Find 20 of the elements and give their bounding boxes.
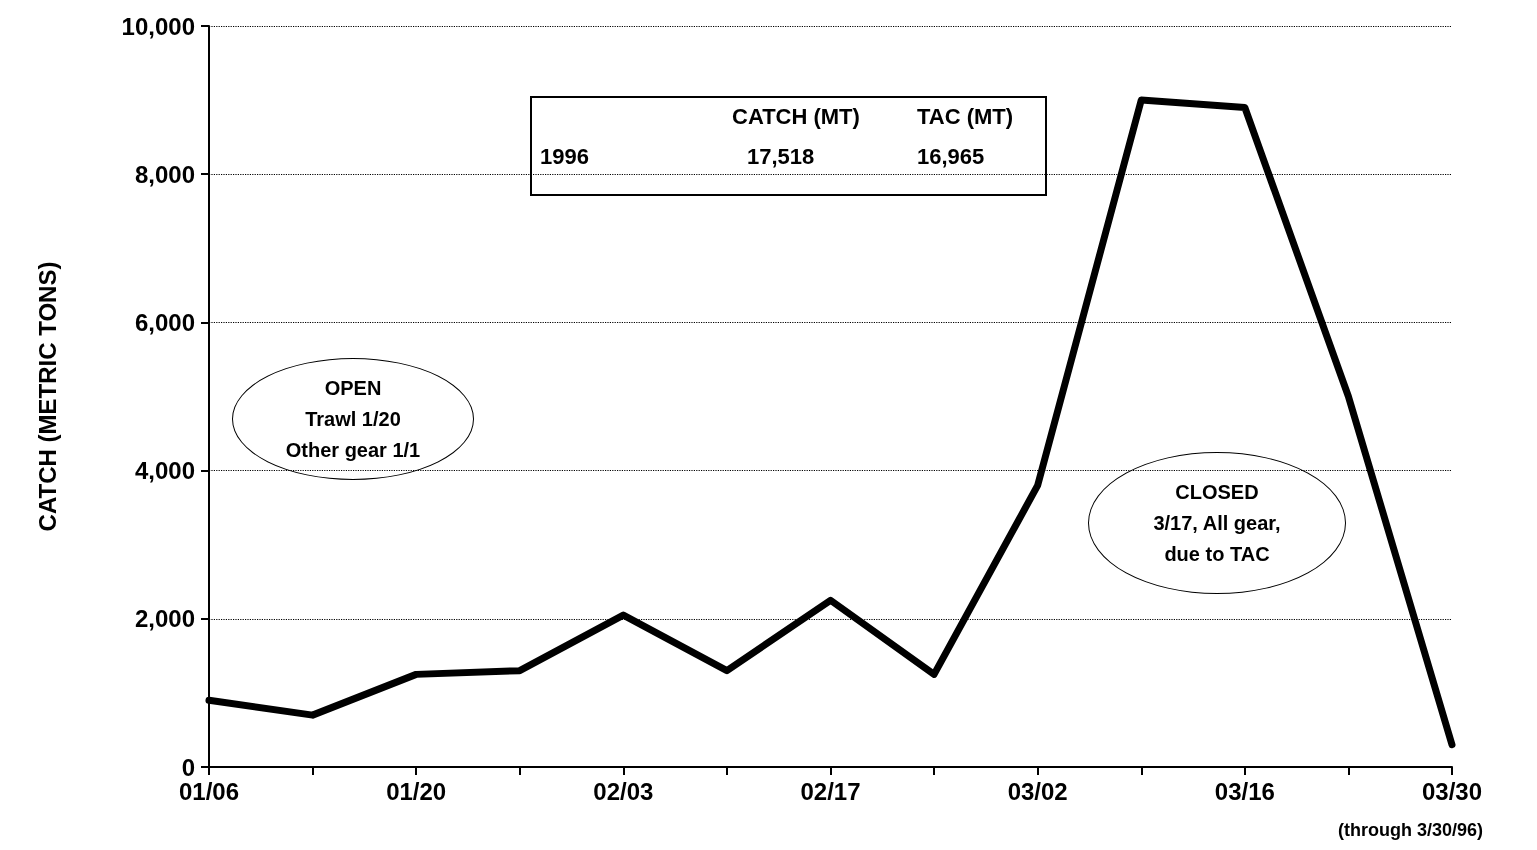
annotation: 17,518: [747, 143, 815, 171]
annotation: CATCH (MT): [732, 103, 860, 131]
y-tick-label: 8,000: [134, 160, 195, 188]
x-tick-label: 02/17: [800, 777, 861, 805]
y-tick-label: 4,000: [134, 457, 195, 485]
y-tick-label: 6,000: [134, 308, 195, 336]
annotation: CLOSED 3/17, All gear, due to TAC: [1153, 479, 1281, 567]
annotation: OPEN Trawl 1/20 Other gear 1/1: [285, 375, 421, 463]
annotation: 1996: [540, 143, 589, 171]
x-tick-label: 03/16: [1214, 777, 1275, 805]
text: (through 3/30/96): [1338, 820, 1484, 842]
x-tick-label: 03/30: [1421, 777, 1483, 805]
annotation: TAC (MT): [917, 103, 1014, 131]
annotation: 16,965: [917, 143, 985, 171]
x-tick-label: 01/20: [386, 777, 447, 805]
x-tick-label: 03/02: [1007, 777, 1068, 805]
y-tick-label: 10,000: [121, 12, 195, 40]
y-tick-label: 2,000: [134, 605, 195, 633]
y-axis-title: CATCH (METRIC TONS): [33, 261, 61, 532]
x-tick-label: 02/03: [593, 777, 654, 805]
